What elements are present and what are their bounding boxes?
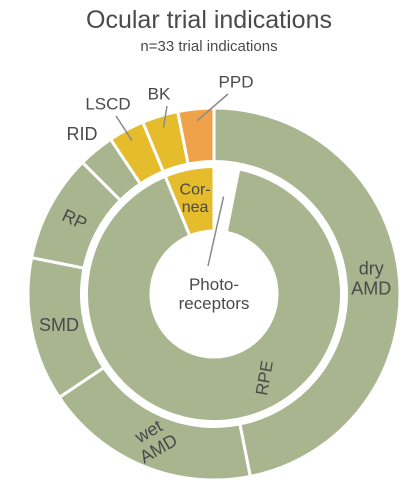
chart-subtitle: n=33 trial indications xyxy=(140,38,278,55)
leader-bk xyxy=(162,105,168,128)
outer-slice-ppd xyxy=(175,106,216,166)
center-hole xyxy=(151,231,277,357)
outer-label-bk: BK xyxy=(148,85,171,104)
leader-ppd xyxy=(196,93,229,122)
leader-photo-receptors xyxy=(207,196,225,267)
outer-label-smd: SMD xyxy=(39,315,79,335)
inner-ring xyxy=(85,164,343,423)
outer-label-rid: RID xyxy=(67,124,98,144)
leader-lines xyxy=(115,93,229,267)
leader-lscd xyxy=(115,115,133,141)
inner-label-cor-nea: Cor-nea xyxy=(180,182,211,217)
outer-ring xyxy=(26,106,402,482)
outer-label-ppd: PPD xyxy=(219,73,254,92)
chart-title: Ocular trial indications xyxy=(86,6,332,34)
outer-label-lscd: LSCD xyxy=(85,95,130,114)
outer-slice-dry-amd xyxy=(212,106,402,479)
outer-label-dry-amd: dry AMD xyxy=(351,259,391,299)
inner-label-photo-receptors: Photo-receptors xyxy=(179,275,250,313)
